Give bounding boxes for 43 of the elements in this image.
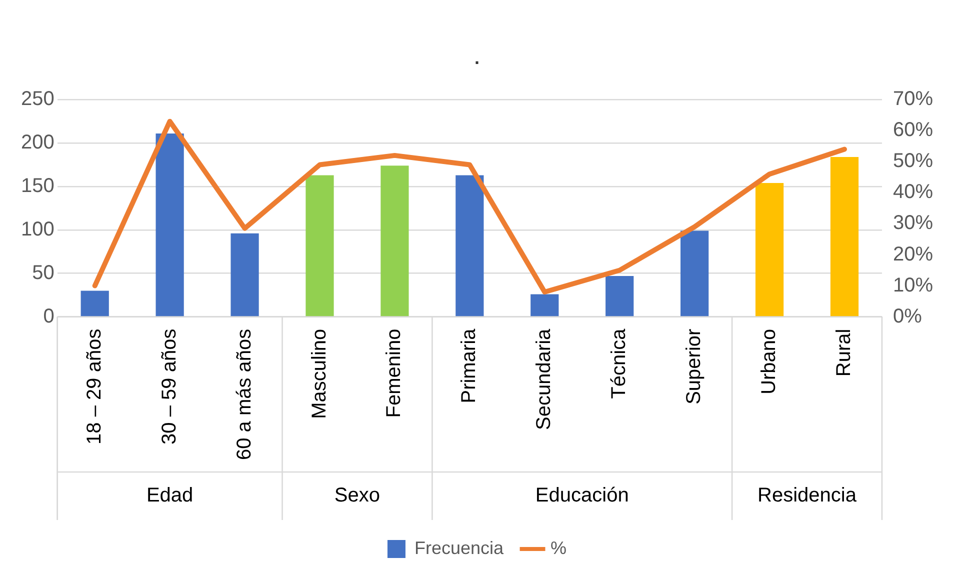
legend-label: % — [550, 538, 567, 558]
x-tick-label: Técnica — [608, 328, 630, 399]
y-tick-label: 50 — [32, 262, 54, 284]
bar — [680, 230, 709, 316]
text: Educación — [535, 484, 629, 507]
y2-tick-label: 30% — [892, 212, 934, 234]
x-tick-label: Rural — [833, 328, 856, 377]
y2-tick-label: 60% — [892, 119, 934, 142]
legend-label: Frecuencia — [414, 538, 505, 558]
bar — [606, 276, 634, 316]
y2-tick-label: 50% — [892, 150, 934, 172]
x-tick-label: 60 a más años — [233, 328, 256, 460]
chart-title: . — [474, 48, 480, 68]
x-tick-label: 30 – 59 años — [158, 328, 180, 444]
text: Sexo — [334, 484, 380, 507]
bar — [755, 183, 784, 316]
bar — [80, 290, 109, 316]
x-tick-label: Masculino — [308, 328, 330, 419]
bar — [380, 166, 409, 316]
y-tick-label: 0 — [43, 305, 54, 328]
text: Residencia — [758, 484, 858, 507]
x-tick-label: Urbano — [758, 328, 780, 394]
bar — [530, 294, 559, 316]
text: Edad — [146, 484, 194, 507]
y2-tick-label: 20% — [892, 243, 934, 266]
x-tick-label: Superior — [683, 328, 706, 404]
bar — [306, 175, 334, 316]
bar — [830, 156, 859, 316]
x-tick-label: 18 – 29 años — [83, 328, 106, 444]
y2-tick-label: 0% — [892, 305, 922, 328]
y2-tick-label: 40% — [892, 181, 934, 204]
bar — [456, 175, 484, 316]
x-tick-label: Femenino — [383, 328, 406, 418]
bar — [156, 133, 184, 316]
y-tick-label: 200 — [20, 132, 54, 154]
y2-tick-label: 10% — [892, 274, 934, 296]
bar — [230, 233, 259, 316]
x-tick-label: Secundaria — [533, 328, 556, 430]
y-tick-label: 250 — [20, 88, 54, 110]
x-tick-label: Primaria — [458, 328, 480, 404]
y2-tick-label: 70% — [892, 88, 934, 110]
y-tick-label: 150 — [20, 175, 54, 197]
y-tick-label: 100 — [20, 218, 54, 240]
